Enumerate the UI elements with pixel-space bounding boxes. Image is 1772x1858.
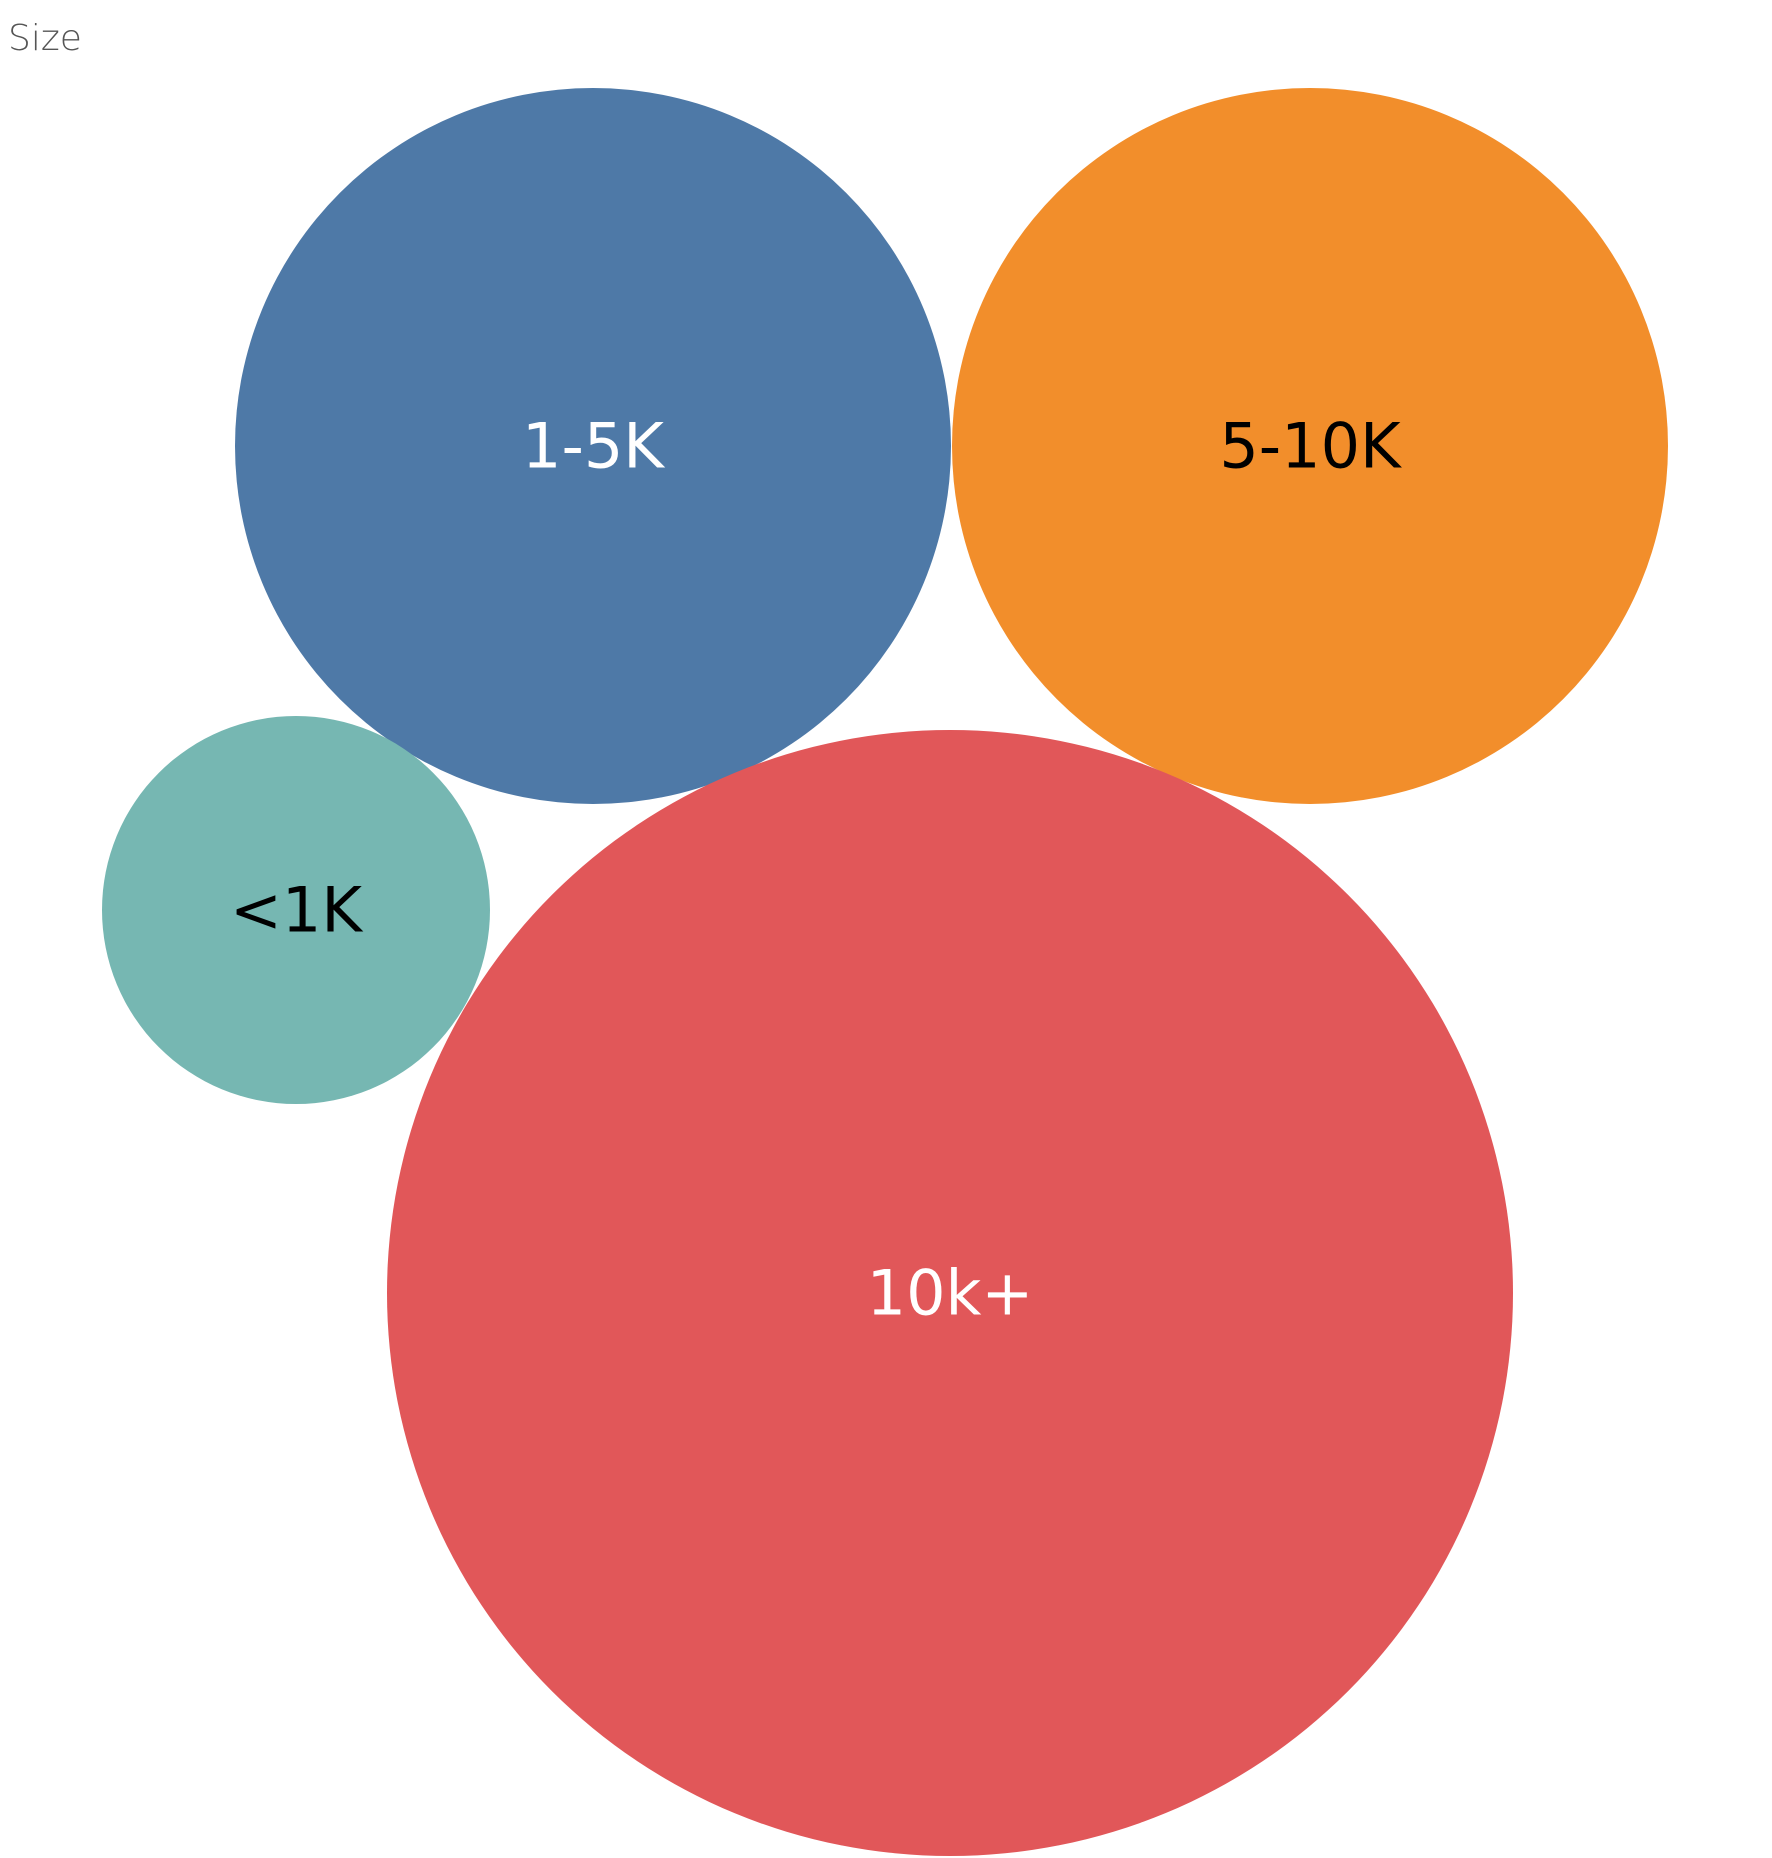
chart-title: Size bbox=[8, 18, 82, 59]
bubble-5-10k bbox=[952, 88, 1668, 804]
bubble-label-5-10k: 5-10K bbox=[1219, 410, 1402, 483]
bubble-label-10k-plus: 10k+ bbox=[867, 1257, 1034, 1330]
bubble-10k-plus bbox=[387, 730, 1513, 1856]
bubble-label-lt-1k: <1K bbox=[230, 874, 363, 947]
bubble-1-5k bbox=[235, 88, 951, 804]
bubble-lt-1k bbox=[102, 716, 490, 1104]
bubble-label-1-5k: 1-5K bbox=[522, 410, 665, 483]
